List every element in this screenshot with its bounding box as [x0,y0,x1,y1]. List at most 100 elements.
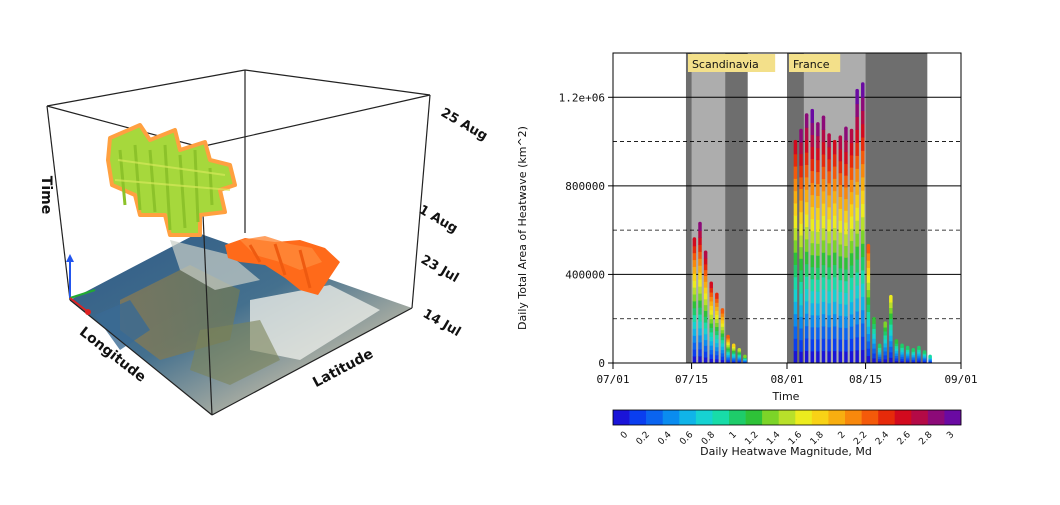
bar-segment [692,314,697,323]
bar [715,292,719,364]
bar-segment [866,333,871,342]
bar-segment [861,270,865,284]
bar-segment [827,218,831,232]
colorbar-tick-1: 0.2 [635,430,652,447]
bar-segment [810,338,814,352]
bar-segment [866,355,871,364]
bar [720,308,725,364]
colorbar: 0 0.2 0.4 0.6 0.8 1 1.2 1.4 1.6 1.8 2 2.2 2.4 2.6 2.8 3 [612,409,962,447]
bar-segment [698,307,702,315]
bar-segment [838,137,843,150]
bar-segment [715,318,719,324]
bar-segment [793,141,798,155]
bar-segment [844,257,848,270]
bar-segment [715,310,719,315]
bar-segment [911,354,916,357]
bar-segment [821,178,826,192]
bar-segment [849,338,854,352]
bar-segment [861,283,865,297]
bar-segment [849,142,854,156]
bar-segment [799,223,803,236]
bar-segment [703,357,708,364]
bar-segment [849,130,854,144]
colorbar-swatch-17 [894,410,912,425]
bar-segment [793,326,798,339]
bar-segment [838,160,843,174]
bar-segment [799,270,803,283]
bar-segment [698,279,702,287]
bar-segment [849,228,854,242]
bar [855,88,859,364]
bar-segment [698,265,702,273]
bar-segment [804,139,809,153]
france-heatwave-volume [225,236,340,295]
bar-segment [849,203,854,217]
colorbar-swatch-10 [778,410,796,425]
bar-segment [889,318,893,325]
bar-segment [703,345,708,352]
bar-cap [883,321,887,325]
bar-segment [866,260,871,269]
gridlines [613,96,961,320]
bar-segment [872,318,876,325]
bar-segment [844,210,848,223]
colorbar-tick-14: 2.8 [917,430,934,447]
colorbar-swatch-20 [944,410,962,425]
bar-segment [816,231,820,244]
bar-segment [866,282,871,291]
bar-segment [804,152,809,165]
y-tick-label-2: 800000 [565,180,605,193]
bar-segment [810,242,814,256]
bar-segment [827,350,831,364]
bar-segment [709,283,713,289]
bar [877,343,882,364]
bar-segment [883,351,887,356]
bar [861,82,865,364]
colorbar-swatch-19 [927,410,945,425]
bar-segment [889,335,893,342]
bar-segment [709,340,713,346]
bar-segment [703,298,708,306]
bar [838,135,843,364]
bar-segment [844,151,848,164]
bar-segment [698,314,702,322]
bar [928,354,932,364]
bar-cap [922,350,927,354]
bar-segment [726,356,730,359]
bar-cap [731,343,736,348]
bar-segment [827,254,831,268]
bar-segment [838,208,843,221]
bar-segment [793,239,798,253]
bar-segment [849,167,854,180]
bar [849,128,854,364]
bar-segment [799,246,803,259]
bar-segment [698,286,702,294]
bar-segment [832,264,837,278]
bar-segment [866,252,871,261]
bar-segment [793,301,798,315]
y-tick-label-3: 1.2e+06 [559,91,605,104]
y-tick-label-0: 0 [598,357,605,370]
bar-segment [872,333,876,339]
bar-segment [849,191,854,205]
bar-segment [804,276,809,289]
bar-segment [703,351,708,358]
bar-segment [720,316,725,321]
bar-segment [703,258,708,265]
bar-segment [861,163,865,178]
bar-segment [709,296,713,302]
bar-segment [692,321,697,329]
bar-segment [720,343,725,347]
bar-segment [793,289,798,302]
bar-segment [715,358,719,364]
bar-segment [737,356,742,359]
colorbar-label: Daily Heatwave Magnitude, Md [700,445,872,458]
colorbar-tick-5: 1 [728,430,739,441]
bar [900,343,904,364]
colorbar-swatch-13 [828,410,846,425]
bar-segment [698,356,702,364]
bar-cap [917,345,921,350]
bar [793,139,798,364]
bar-segment [883,335,887,340]
bar [832,139,837,364]
